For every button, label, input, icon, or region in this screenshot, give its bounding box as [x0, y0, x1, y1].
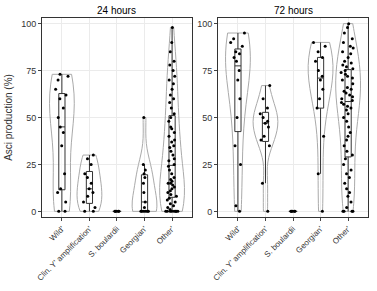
svg-text:50: 50 [26, 113, 36, 123]
svg-text:Clin. Y' amplification': Clin. Y' amplification' [36, 224, 94, 282]
svg-text:S. boulardii: S. boulardii [87, 224, 122, 259]
svg-text:0: 0 [31, 207, 36, 217]
svg-text:75: 75 [202, 66, 212, 76]
svg-text:25: 25 [26, 160, 36, 170]
svg-text:Wild': Wild' [48, 224, 67, 243]
svg-text:Other': Other' [331, 224, 353, 246]
svg-text:0: 0 [207, 207, 212, 217]
svg-text:Wild': Wild' [224, 224, 243, 243]
svg-text:Georgian': Georgian' [118, 224, 149, 255]
svg-text:Other': Other' [155, 224, 177, 246]
svg-text:72 hours: 72 hours [274, 5, 313, 16]
svg-text:Asci production (%): Asci production (%) [3, 74, 14, 161]
svg-text:25: 25 [202, 160, 212, 170]
svg-text:24 hours: 24 hours [97, 5, 136, 16]
svg-text:100: 100 [197, 19, 212, 29]
svg-text:Clin. Y' amplification': Clin. Y' amplification' [212, 224, 270, 282]
svg-text:Georgian': Georgian' [294, 224, 325, 255]
svg-text:50: 50 [202, 113, 212, 123]
svg-text:75: 75 [26, 66, 36, 76]
svg-text:100: 100 [21, 19, 36, 29]
svg-text:S. boulardii: S. boulardii [263, 224, 298, 259]
